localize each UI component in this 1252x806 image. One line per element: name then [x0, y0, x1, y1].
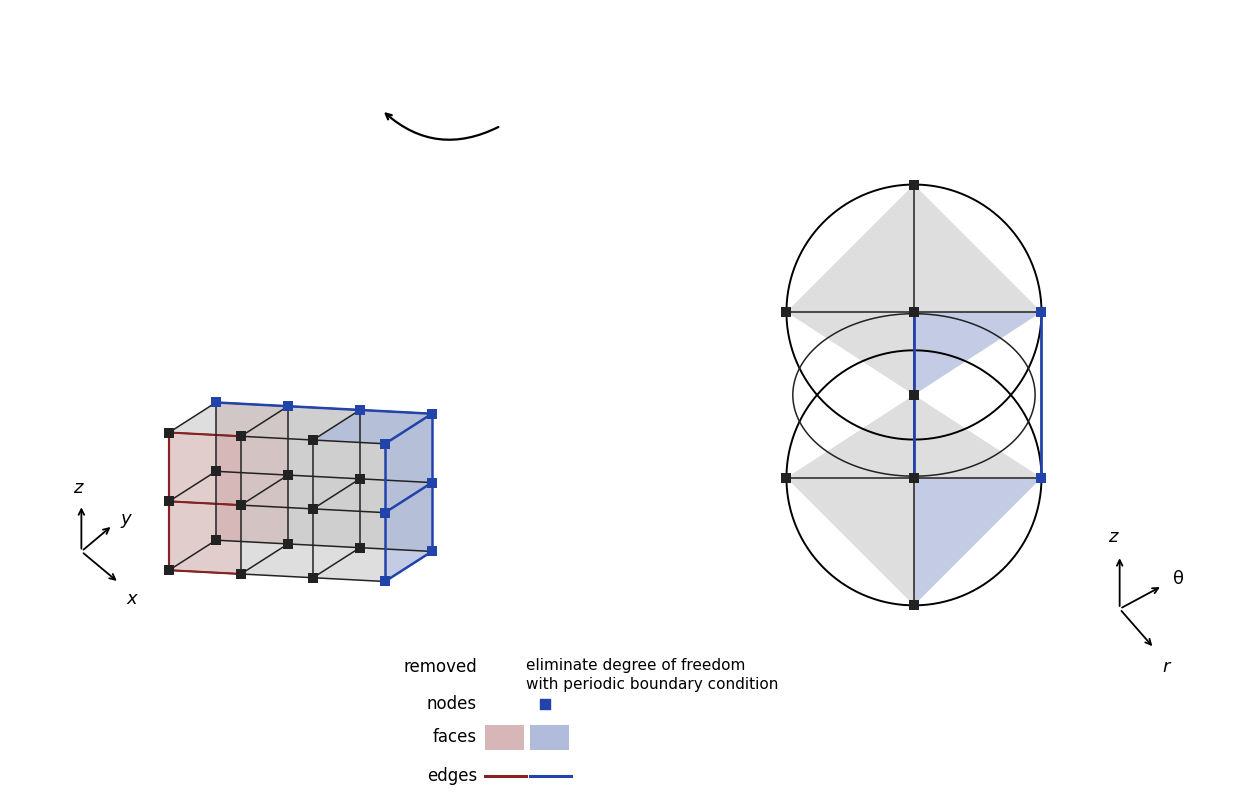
Point: [349, 404, 371, 417]
Point: [535, 697, 555, 710]
Bar: [485, 725, 523, 750]
Point: [1032, 472, 1052, 484]
Polygon shape: [786, 185, 914, 312]
Polygon shape: [361, 479, 432, 551]
Point: [904, 388, 924, 401]
Polygon shape: [786, 395, 914, 478]
Polygon shape: [313, 440, 384, 513]
Point: [159, 426, 179, 439]
Polygon shape: [240, 406, 361, 440]
Point: [904, 472, 924, 484]
Point: [422, 476, 442, 489]
Text: x: x: [126, 590, 136, 609]
Point: [159, 563, 179, 576]
Polygon shape: [240, 505, 313, 578]
Text: eliminate degree of freedom
with periodic boundary condition: eliminate degree of freedom with periodi…: [526, 658, 779, 692]
Point: [205, 465, 227, 478]
Point: [230, 499, 250, 512]
Polygon shape: [786, 478, 914, 605]
Polygon shape: [240, 436, 313, 509]
Point: [278, 468, 298, 481]
Text: removed: removed: [403, 658, 477, 675]
Text: θ: θ: [1173, 570, 1184, 588]
Polygon shape: [169, 433, 240, 505]
Bar: [530, 725, 568, 750]
Point: [205, 534, 227, 546]
Point: [904, 305, 924, 318]
Point: [349, 542, 371, 555]
Point: [303, 571, 323, 584]
Point: [159, 495, 179, 508]
Point: [1032, 305, 1052, 318]
Point: [278, 400, 298, 413]
Point: [374, 506, 394, 519]
Text: edges: edges: [427, 767, 477, 785]
Polygon shape: [914, 312, 1042, 395]
Point: [374, 438, 394, 451]
Point: [303, 502, 323, 515]
Polygon shape: [288, 475, 361, 548]
Point: [776, 305, 796, 318]
Point: [349, 472, 371, 485]
Point: [904, 178, 924, 191]
Polygon shape: [217, 402, 288, 475]
Text: r: r: [1162, 659, 1169, 676]
Text: nodes: nodes: [427, 695, 477, 713]
Point: [230, 567, 250, 580]
Point: [904, 599, 924, 612]
Text: z: z: [1108, 527, 1118, 546]
Polygon shape: [313, 509, 384, 581]
Polygon shape: [361, 410, 432, 483]
Polygon shape: [288, 406, 361, 479]
Polygon shape: [786, 312, 914, 395]
Polygon shape: [914, 185, 1042, 312]
Polygon shape: [217, 472, 288, 544]
Polygon shape: [313, 410, 432, 444]
Point: [374, 575, 394, 588]
Point: [278, 538, 298, 550]
Text: z: z: [74, 479, 83, 497]
Point: [422, 407, 442, 420]
Polygon shape: [914, 478, 1042, 605]
Polygon shape: [384, 413, 432, 513]
Polygon shape: [169, 402, 288, 436]
Polygon shape: [384, 483, 432, 581]
Polygon shape: [914, 395, 1042, 478]
Point: [230, 430, 250, 442]
Polygon shape: [169, 501, 240, 574]
Point: [205, 396, 227, 409]
Point: [303, 434, 323, 447]
Text: y: y: [120, 510, 130, 528]
Point: [776, 472, 796, 484]
Text: faces: faces: [433, 729, 477, 746]
Point: [422, 545, 442, 558]
